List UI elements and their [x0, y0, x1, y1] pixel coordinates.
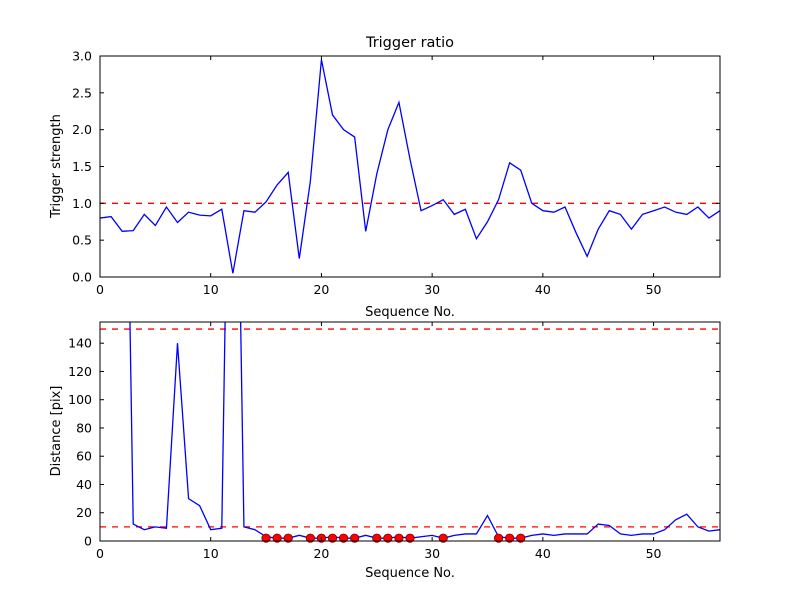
x-tick-label: 50 [646, 282, 662, 297]
x-tick-label: 50 [646, 546, 662, 561]
y-tick-label: 20 [76, 505, 92, 520]
trigger-marker [493, 533, 504, 543]
y-tick-label: 140 [68, 336, 92, 351]
y-tick-label: 2.5 [72, 85, 92, 100]
y-tick-label: 80 [76, 420, 92, 435]
trigger-marker [372, 533, 382, 543]
bottom-plot-ylabel: Distance [pix] [49, 386, 64, 477]
trigger-marker [516, 533, 526, 543]
x-tick-label: 20 [313, 282, 329, 297]
y-tick-label: 1.5 [72, 159, 92, 174]
y-tick-label: 1.0 [72, 196, 92, 211]
x-tick-label: 10 [203, 546, 219, 561]
y-tick-label: 2.0 [72, 122, 92, 137]
y-tick-label: 0 [84, 534, 92, 549]
x-tick-label: 40 [535, 282, 551, 297]
data-line [129, 322, 720, 539]
top-plot: 0 10 20 30 40 50 0.0 0.5 1.0 1.5 2.0 2.5 3.0 [72, 49, 721, 297]
top-plot-ylabel: Trigger strength [49, 114, 64, 219]
plot-frame [99, 321, 721, 542]
trigger-marker [405, 533, 415, 543]
x-tick-label: 20 [313, 546, 329, 561]
trigger-marker [283, 533, 293, 543]
x-tick-label: 10 [203, 282, 219, 297]
trigger-marker [305, 533, 315, 543]
plot-frame [99, 55, 721, 278]
top-plot-title: Trigger ratio [365, 35, 454, 51]
trigger-marker [438, 533, 448, 543]
trigger-marker [327, 533, 338, 543]
trigger-marker [383, 533, 393, 543]
y-tick-label: 0.0 [72, 270, 92, 285]
trigger-marker [350, 533, 360, 543]
y-tick-label: 40 [76, 477, 92, 492]
trigger-marker [505, 533, 515, 543]
trigger-marker [272, 533, 282, 543]
y-tick-label: 100 [68, 392, 92, 407]
x-tick-label: 30 [424, 546, 440, 561]
x-tick-label: 30 [424, 282, 440, 297]
x-tick-label: 40 [535, 546, 551, 561]
trigger-marker [338, 533, 349, 543]
top-plot-xlabel: Sequence No. [365, 305, 455, 320]
y-tick-label: 3.0 [72, 49, 92, 64]
y-tick-label: 120 [68, 364, 92, 379]
data-line [100, 59, 720, 274]
bottom-plot-xlabel: Sequence No. [365, 566, 455, 581]
y-tick-label: 60 [76, 449, 92, 464]
x-tick-label: 0 [96, 282, 104, 297]
bottom-plot: 0 10 20 30 40 50 0 20 40 60 80 100 120 140 [68, 321, 721, 561]
y-tick-label: 0.5 [72, 233, 92, 248]
x-tick-label: 0 [96, 546, 104, 561]
trigger-marker [261, 533, 271, 543]
trigger-marker [394, 533, 404, 543]
